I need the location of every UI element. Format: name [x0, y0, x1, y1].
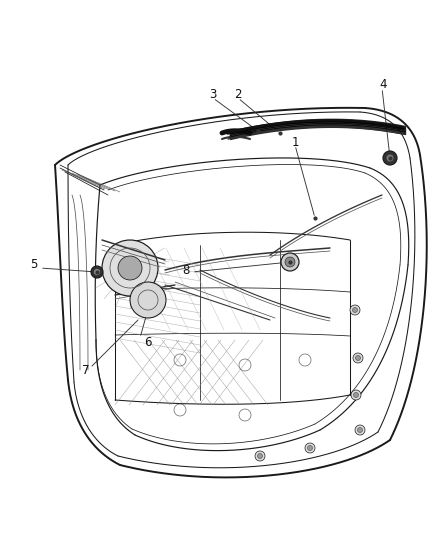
Text: 2: 2: [234, 87, 242, 101]
Text: 7: 7: [82, 364, 90, 376]
Text: 1: 1: [291, 135, 299, 149]
Circle shape: [356, 356, 360, 360]
Text: 6: 6: [144, 335, 152, 349]
Circle shape: [355, 425, 365, 435]
Circle shape: [91, 266, 103, 278]
Circle shape: [386, 154, 394, 162]
Circle shape: [351, 390, 361, 400]
Circle shape: [383, 151, 397, 165]
Circle shape: [285, 257, 295, 267]
Circle shape: [305, 443, 315, 453]
Text: 5: 5: [30, 257, 38, 271]
Text: 8: 8: [182, 263, 190, 277]
Circle shape: [281, 253, 299, 271]
Circle shape: [102, 240, 158, 296]
Circle shape: [353, 392, 358, 398]
Circle shape: [350, 305, 360, 315]
Text: 4: 4: [379, 77, 387, 91]
Circle shape: [130, 282, 166, 318]
Circle shape: [353, 353, 363, 363]
Circle shape: [118, 256, 142, 280]
Circle shape: [307, 446, 312, 450]
Circle shape: [255, 451, 265, 461]
Circle shape: [353, 308, 357, 312]
Circle shape: [357, 427, 363, 432]
Circle shape: [93, 269, 100, 276]
Text: 3: 3: [209, 87, 217, 101]
Circle shape: [258, 454, 262, 458]
